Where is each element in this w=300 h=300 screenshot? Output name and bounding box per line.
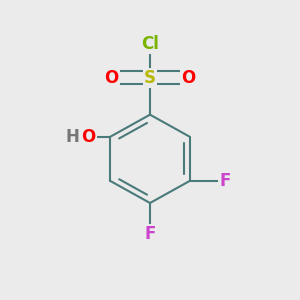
Text: S: S — [144, 69, 156, 87]
Text: O: O — [181, 69, 195, 87]
Text: F: F — [219, 172, 231, 190]
Text: Cl: Cl — [141, 35, 159, 53]
Text: F: F — [144, 225, 156, 243]
Text: O: O — [81, 128, 95, 146]
Text: H: H — [65, 128, 79, 146]
Text: O: O — [105, 69, 119, 87]
